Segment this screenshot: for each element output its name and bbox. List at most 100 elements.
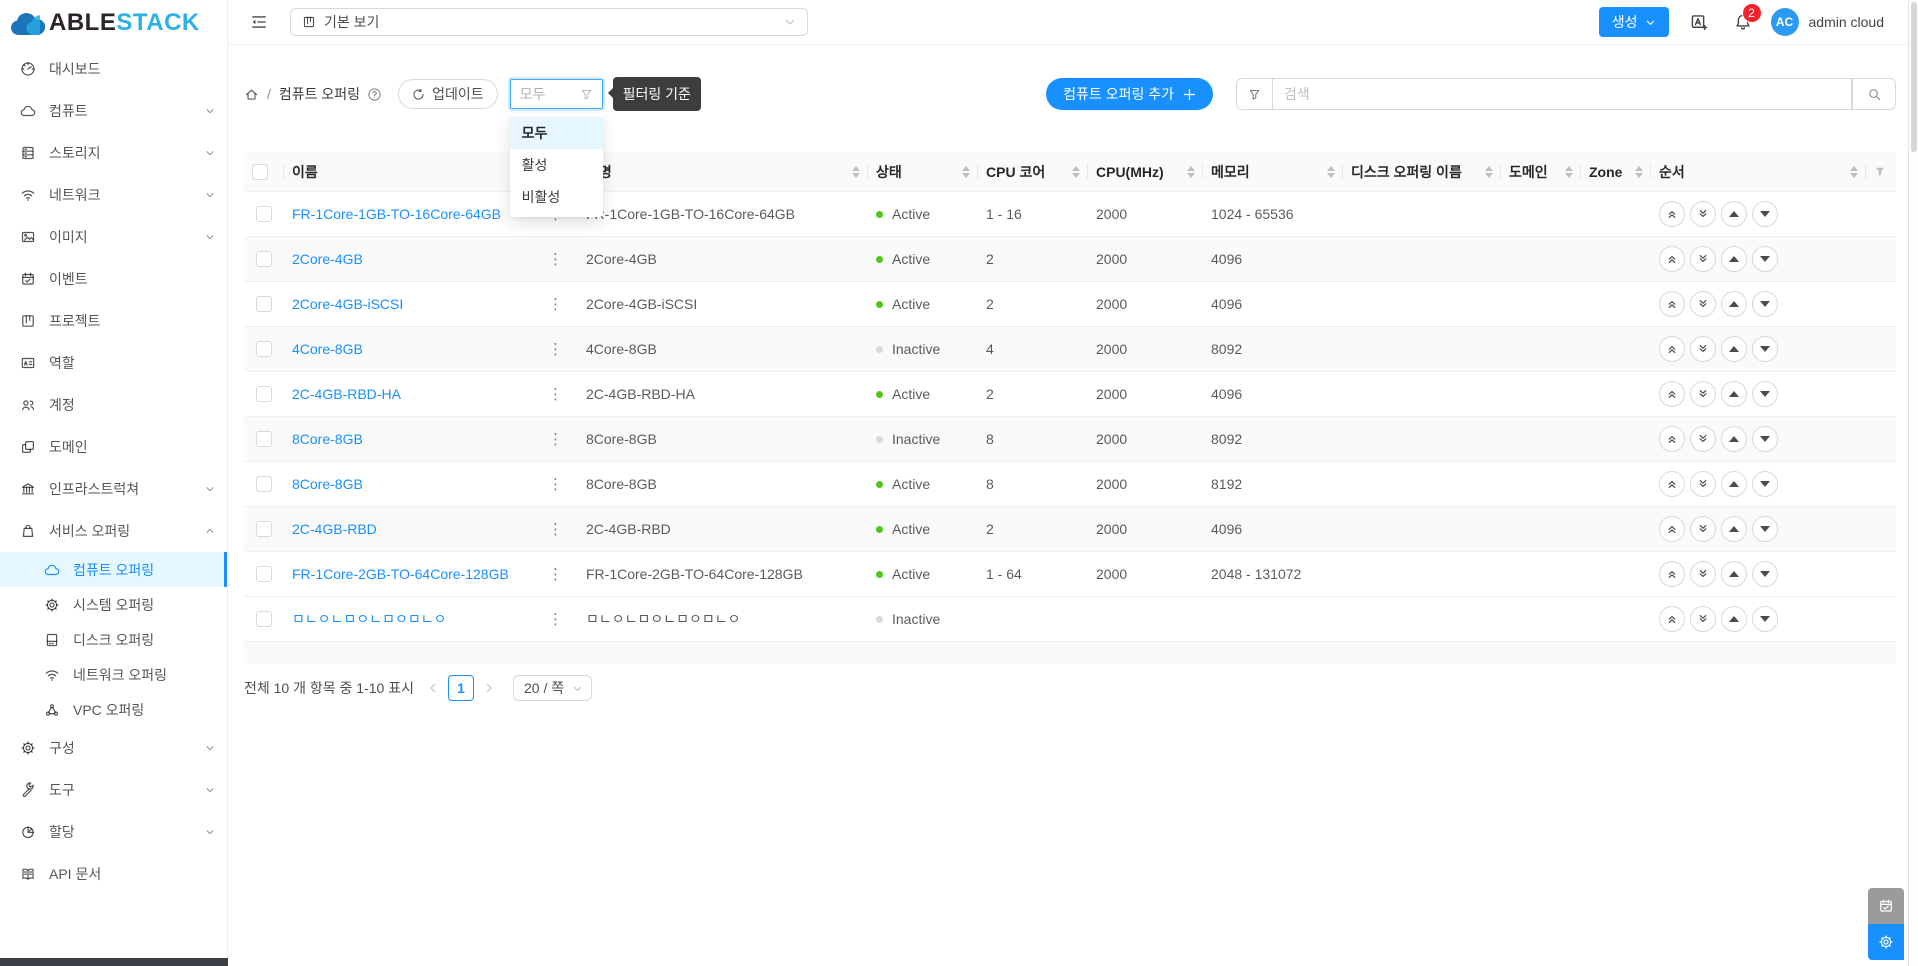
move-down-button[interactable]	[1752, 291, 1778, 317]
help-icon[interactable]	[367, 87, 382, 102]
move-to-bottom-button[interactable]	[1690, 471, 1716, 497]
filter-select[interactable]: 모두	[509, 79, 603, 109]
move-to-bottom-button[interactable]	[1690, 561, 1716, 587]
sidebar-item-events[interactable]: 이벤트	[0, 258, 227, 300]
move-to-top-button[interactable]	[1659, 381, 1685, 407]
column-header-domain[interactable]: 도메인	[1501, 152, 1581, 191]
table-filter-icon[interactable]	[1866, 152, 1894, 191]
move-to-top-button[interactable]	[1659, 606, 1685, 632]
add-compute-offering-button[interactable]: 컴퓨트 오퍼링 추가	[1046, 78, 1213, 110]
column-header-order[interactable]: 순서	[1651, 152, 1866, 191]
menu-fold-icon[interactable]	[250, 13, 268, 31]
sidebar-item-vpc-offering[interactable]: VPC 오퍼링	[0, 692, 227, 727]
row-checkbox[interactable]	[256, 566, 272, 582]
column-header-description[interactable]: 설명	[578, 152, 868, 191]
move-down-button[interactable]	[1752, 561, 1778, 587]
row-checkbox[interactable]	[256, 476, 272, 492]
move-up-button[interactable]	[1721, 426, 1747, 452]
offering-name-link[interactable]: 2Core-4GB	[292, 251, 363, 267]
sidebar-item-storage[interactable]: 스토리지	[0, 132, 227, 174]
sidebar-item-infrastructure[interactable]: 인프라스트럭쳐	[0, 468, 227, 510]
column-header-state[interactable]: 상태	[868, 152, 978, 191]
row-actions-icon[interactable]: ⋮	[548, 611, 564, 628]
offering-name-link[interactable]: 4Core-8GB	[292, 341, 363, 357]
offering-name-link[interactable]: FR-1Core-1GB-TO-16Core-64GB	[292, 206, 502, 222]
move-down-button[interactable]	[1752, 471, 1778, 497]
sidebar-item-service-offerings[interactable]: 서비스 오퍼링	[0, 510, 227, 552]
search-input[interactable]	[1273, 78, 1852, 110]
sidebar-item-image[interactable]: 이미지	[0, 216, 227, 258]
sidebar-item-compute-offering[interactable]: 컴퓨트 오퍼링	[0, 552, 227, 587]
row-checkbox[interactable]	[256, 206, 272, 222]
create-button[interactable]: 생성	[1598, 7, 1669, 37]
row-actions-icon[interactable]: ⋮	[548, 476, 564, 493]
move-up-button[interactable]	[1721, 246, 1747, 272]
filter-option-active[interactable]: 활성	[521, 157, 548, 173]
move-up-button[interactable]	[1721, 381, 1747, 407]
filter-option-all[interactable]: 모두	[509, 117, 603, 149]
user-name[interactable]: admin cloud	[1808, 14, 1885, 30]
sidebar-item-disk-offering[interactable]: 디스크 오퍼링	[0, 622, 227, 657]
scrollbar-thumb[interactable]	[1911, 2, 1917, 152]
move-down-button[interactable]	[1752, 381, 1778, 407]
move-to-bottom-button[interactable]	[1690, 246, 1716, 272]
move-up-button[interactable]	[1721, 516, 1747, 542]
sidebar-item-domains[interactable]: 도메인	[0, 426, 227, 468]
avatar[interactable]: AC	[1770, 8, 1799, 36]
offering-name-link[interactable]: 8Core-8GB	[292, 476, 363, 492]
row-actions-icon[interactable]: ⋮	[548, 296, 564, 313]
view-select[interactable]: 기본 보기	[290, 8, 808, 36]
move-to-top-button[interactable]	[1659, 561, 1685, 587]
page-size-select[interactable]: 20 / 쪽	[512, 675, 593, 701]
sidebar-item-accounts[interactable]: 계정	[0, 384, 227, 426]
move-to-top-button[interactable]	[1659, 246, 1685, 272]
row-checkbox[interactable]	[256, 611, 272, 627]
vertical-scrollbar[interactable]	[1908, 0, 1918, 966]
row-checkbox[interactable]	[256, 251, 272, 267]
move-up-button[interactable]	[1721, 336, 1747, 362]
settings-shortcut-button[interactable]	[1868, 924, 1904, 960]
offering-name-link[interactable]: FR-1Core-2GB-TO-64Core-128GB	[292, 566, 509, 582]
row-checkbox[interactable]	[256, 296, 272, 312]
notifications-bell[interactable]: 2	[1734, 4, 1761, 31]
sidebar-item-configuration[interactable]: 구성	[0, 727, 227, 769]
column-header-memory[interactable]: 메모리	[1203, 152, 1343, 191]
move-to-bottom-button[interactable]	[1690, 291, 1716, 317]
move-down-button[interactable]	[1752, 606, 1778, 632]
move-to-bottom-button[interactable]	[1690, 336, 1716, 362]
move-down-button[interactable]	[1752, 426, 1778, 452]
row-actions-icon[interactable]: ⋮	[548, 431, 564, 448]
row-actions-icon[interactable]: ⋮	[548, 251, 564, 268]
row-actions-icon[interactable]: ⋮	[548, 341, 564, 358]
prev-page-icon[interactable]	[427, 682, 439, 694]
translate-icon[interactable]	[1690, 13, 1709, 32]
column-header-disk-offering[interactable]: 디스크 오퍼링 이름	[1343, 152, 1501, 191]
sidebar-item-dashboard[interactable]: 대시보드	[0, 48, 227, 90]
move-down-button[interactable]	[1752, 246, 1778, 272]
move-to-bottom-button[interactable]	[1690, 426, 1716, 452]
sidebar-item-roles[interactable]: 역할	[0, 342, 227, 384]
sidebar-item-compute[interactable]: 컴퓨트	[0, 90, 227, 132]
row-actions-icon[interactable]: ⋮	[548, 386, 564, 403]
move-up-button[interactable]	[1721, 606, 1747, 632]
move-to-top-button[interactable]	[1659, 471, 1685, 497]
move-up-button[interactable]	[1721, 471, 1747, 497]
offering-name-link[interactable]: 8Core-8GB	[292, 431, 363, 447]
move-down-button[interactable]	[1752, 201, 1778, 227]
move-to-top-button[interactable]	[1659, 336, 1685, 362]
offering-name-link[interactable]: 2C-4GB-RBD-HA	[292, 386, 401, 402]
column-header-zone[interactable]: Zone	[1581, 152, 1651, 191]
offering-name-link[interactable]: 2Core-4GB-iSCSI	[292, 296, 404, 312]
move-up-button[interactable]	[1721, 201, 1747, 227]
sidebar-item-network-offering[interactable]: 네트워크 오퍼링	[0, 657, 227, 692]
sidebar-item-allocation[interactable]: 할당	[0, 811, 227, 853]
search-filter-addon[interactable]	[1236, 78, 1273, 110]
row-actions-icon[interactable]: ⋮	[548, 521, 564, 538]
offering-name-link[interactable]: 2C-4GB-RBD	[292, 521, 377, 537]
row-checkbox[interactable]	[256, 386, 272, 402]
sidebar-item-system-offering[interactable]: 시스템 오퍼링	[0, 587, 227, 622]
move-down-button[interactable]	[1752, 336, 1778, 362]
move-up-button[interactable]	[1721, 561, 1747, 587]
page-number[interactable]: 1	[447, 675, 474, 701]
move-down-button[interactable]	[1752, 516, 1778, 542]
